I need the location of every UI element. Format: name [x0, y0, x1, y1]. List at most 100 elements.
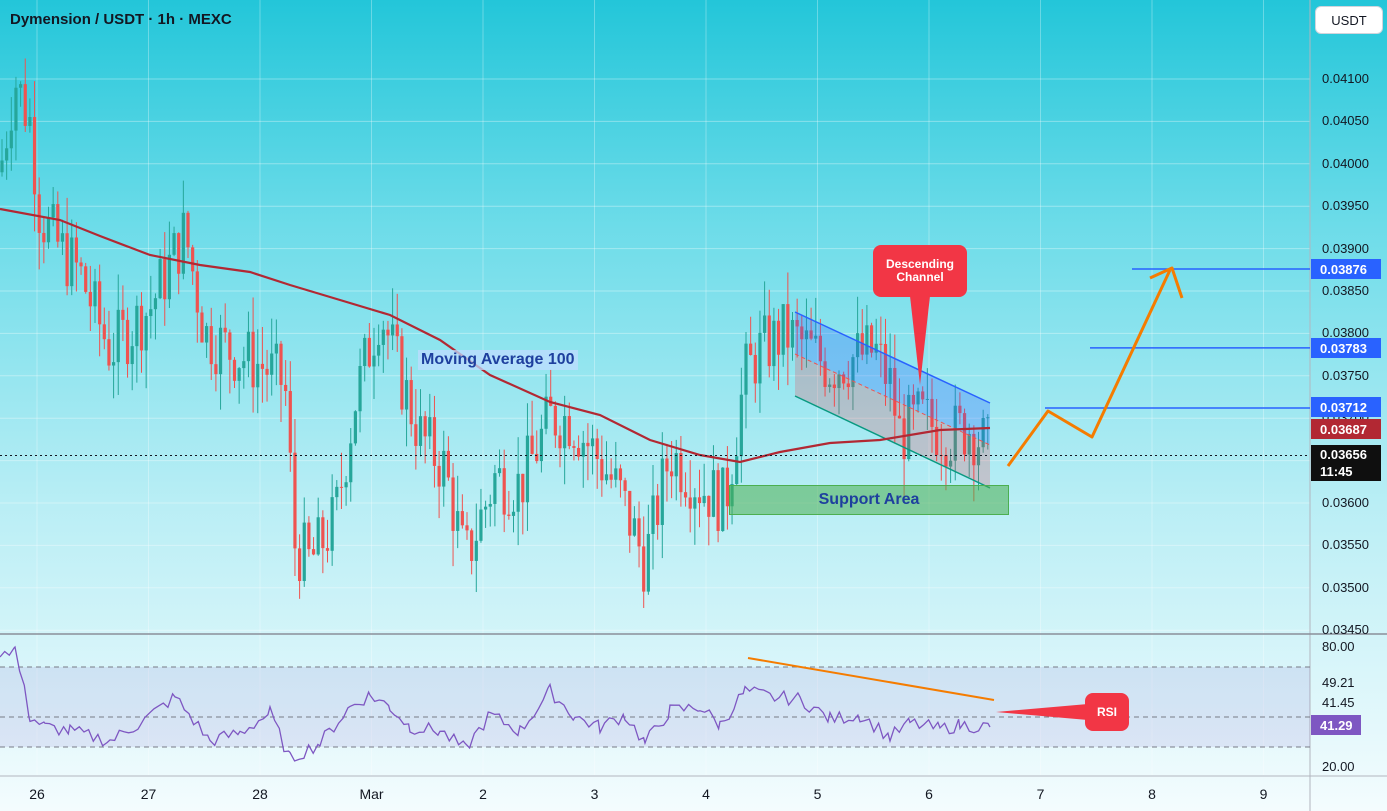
candle-down — [265, 368, 269, 375]
candle-down — [679, 453, 683, 493]
candle-up — [391, 324, 395, 336]
candle-down — [642, 546, 646, 592]
time-tick-label: 2 — [479, 786, 487, 802]
candle-up — [758, 332, 762, 384]
candle-down — [414, 424, 418, 446]
candle-down — [809, 330, 813, 339]
rsi-callout[interactable]: RSI — [1085, 693, 1129, 731]
channel-callout-pointer — [910, 296, 930, 385]
candle-down — [437, 465, 441, 487]
candle-up — [474, 540, 478, 561]
candle-up — [925, 398, 929, 400]
candle-down — [32, 117, 37, 195]
candle-down — [972, 433, 976, 466]
candle-down — [288, 391, 292, 453]
channel-lower-fill — [795, 354, 990, 488]
candle-up — [814, 335, 818, 339]
candle-up — [316, 517, 320, 555]
candle-down — [553, 405, 557, 436]
candle-down — [609, 474, 613, 480]
candle-down — [88, 291, 92, 307]
candle-up — [205, 326, 209, 343]
price-tick-label: 0.03950 — [1322, 198, 1369, 214]
candle-down — [325, 548, 330, 551]
candle-up — [865, 325, 869, 355]
candle-down — [832, 384, 836, 389]
candle-down — [186, 212, 190, 248]
candle-up — [149, 309, 153, 317]
price-tick-label: 0.04000 — [1322, 155, 1369, 171]
candle-down — [921, 391, 925, 400]
candle-down — [707, 495, 711, 517]
candle-down — [911, 394, 915, 405]
candle-down — [823, 361, 827, 387]
candle-up — [372, 355, 376, 367]
candle-down — [251, 331, 255, 388]
price-tick-label: 0.03850 — [1322, 283, 1369, 298]
candle-up — [856, 333, 860, 358]
candle-down — [507, 514, 511, 516]
candle-down — [530, 435, 534, 454]
candle-up — [981, 418, 985, 448]
candle-down — [367, 337, 371, 367]
candle-up — [112, 362, 116, 366]
candle-down — [195, 271, 199, 313]
candle-down — [139, 305, 144, 351]
candle-down — [628, 490, 632, 536]
candle-down — [470, 530, 474, 561]
candle-up — [739, 394, 743, 457]
candle-down — [879, 343, 883, 345]
candle-up — [93, 281, 97, 307]
ma100-price-tag: 0.03687 — [1311, 419, 1381, 439]
candle-down — [595, 438, 599, 460]
candle-up — [218, 327, 223, 375]
candle-down — [432, 417, 437, 466]
price-tick-label: 0.03750 — [1322, 367, 1369, 383]
candle-down — [935, 426, 939, 456]
candle-up — [497, 468, 502, 474]
candle-down — [502, 468, 506, 515]
currency-button[interactable]: USDT — [1315, 6, 1383, 34]
descending-channel-label: Descending Channel — [885, 257, 954, 284]
candle-down — [307, 522, 311, 550]
candle-up — [363, 337, 367, 367]
candle-down — [121, 309, 125, 320]
candle-up — [14, 87, 18, 131]
candle-up — [246, 331, 251, 362]
support-area-box[interactable]: Support Area — [729, 485, 1009, 515]
time-tick-label: 26 — [29, 786, 45, 802]
candle-down — [102, 324, 106, 340]
candle-down — [177, 233, 181, 274]
price-tick-label: 0.03500 — [1322, 579, 1369, 595]
candle-down — [451, 477, 455, 531]
candle-up — [590, 438, 595, 447]
candle-up — [604, 474, 609, 481]
candle-up — [711, 470, 716, 517]
time-tick-label: 9 — [1259, 786, 1268, 802]
candle-up — [353, 411, 357, 444]
rsi-tick-label: 49.21 — [1322, 675, 1355, 690]
candle-up — [237, 368, 241, 381]
candle-up — [563, 415, 567, 449]
candle-up — [404, 380, 409, 410]
price-tick-label: 0.03800 — [1322, 325, 1369, 341]
candle-down — [749, 343, 753, 355]
candle-up — [153, 298, 158, 310]
descending-channel-callout[interactable]: Descending Channel — [873, 245, 967, 297]
candle-down — [56, 204, 60, 242]
candle-up — [735, 456, 739, 485]
candle-down — [688, 497, 692, 509]
rsi-tick-label: 41.45 — [1322, 695, 1355, 710]
candle-down — [200, 312, 204, 343]
moving-average-label[interactable]: Moving Average 100 — [418, 350, 578, 370]
candle-down — [902, 418, 906, 460]
candle-up — [493, 473, 497, 504]
candle-down — [84, 266, 88, 292]
candle-down — [944, 455, 948, 467]
candle-up — [828, 384, 832, 387]
candle-down — [163, 259, 167, 300]
support-area-label: Support Area — [818, 491, 920, 508]
time-tick-label: 28 — [252, 786, 268, 802]
candle-down — [716, 470, 720, 532]
